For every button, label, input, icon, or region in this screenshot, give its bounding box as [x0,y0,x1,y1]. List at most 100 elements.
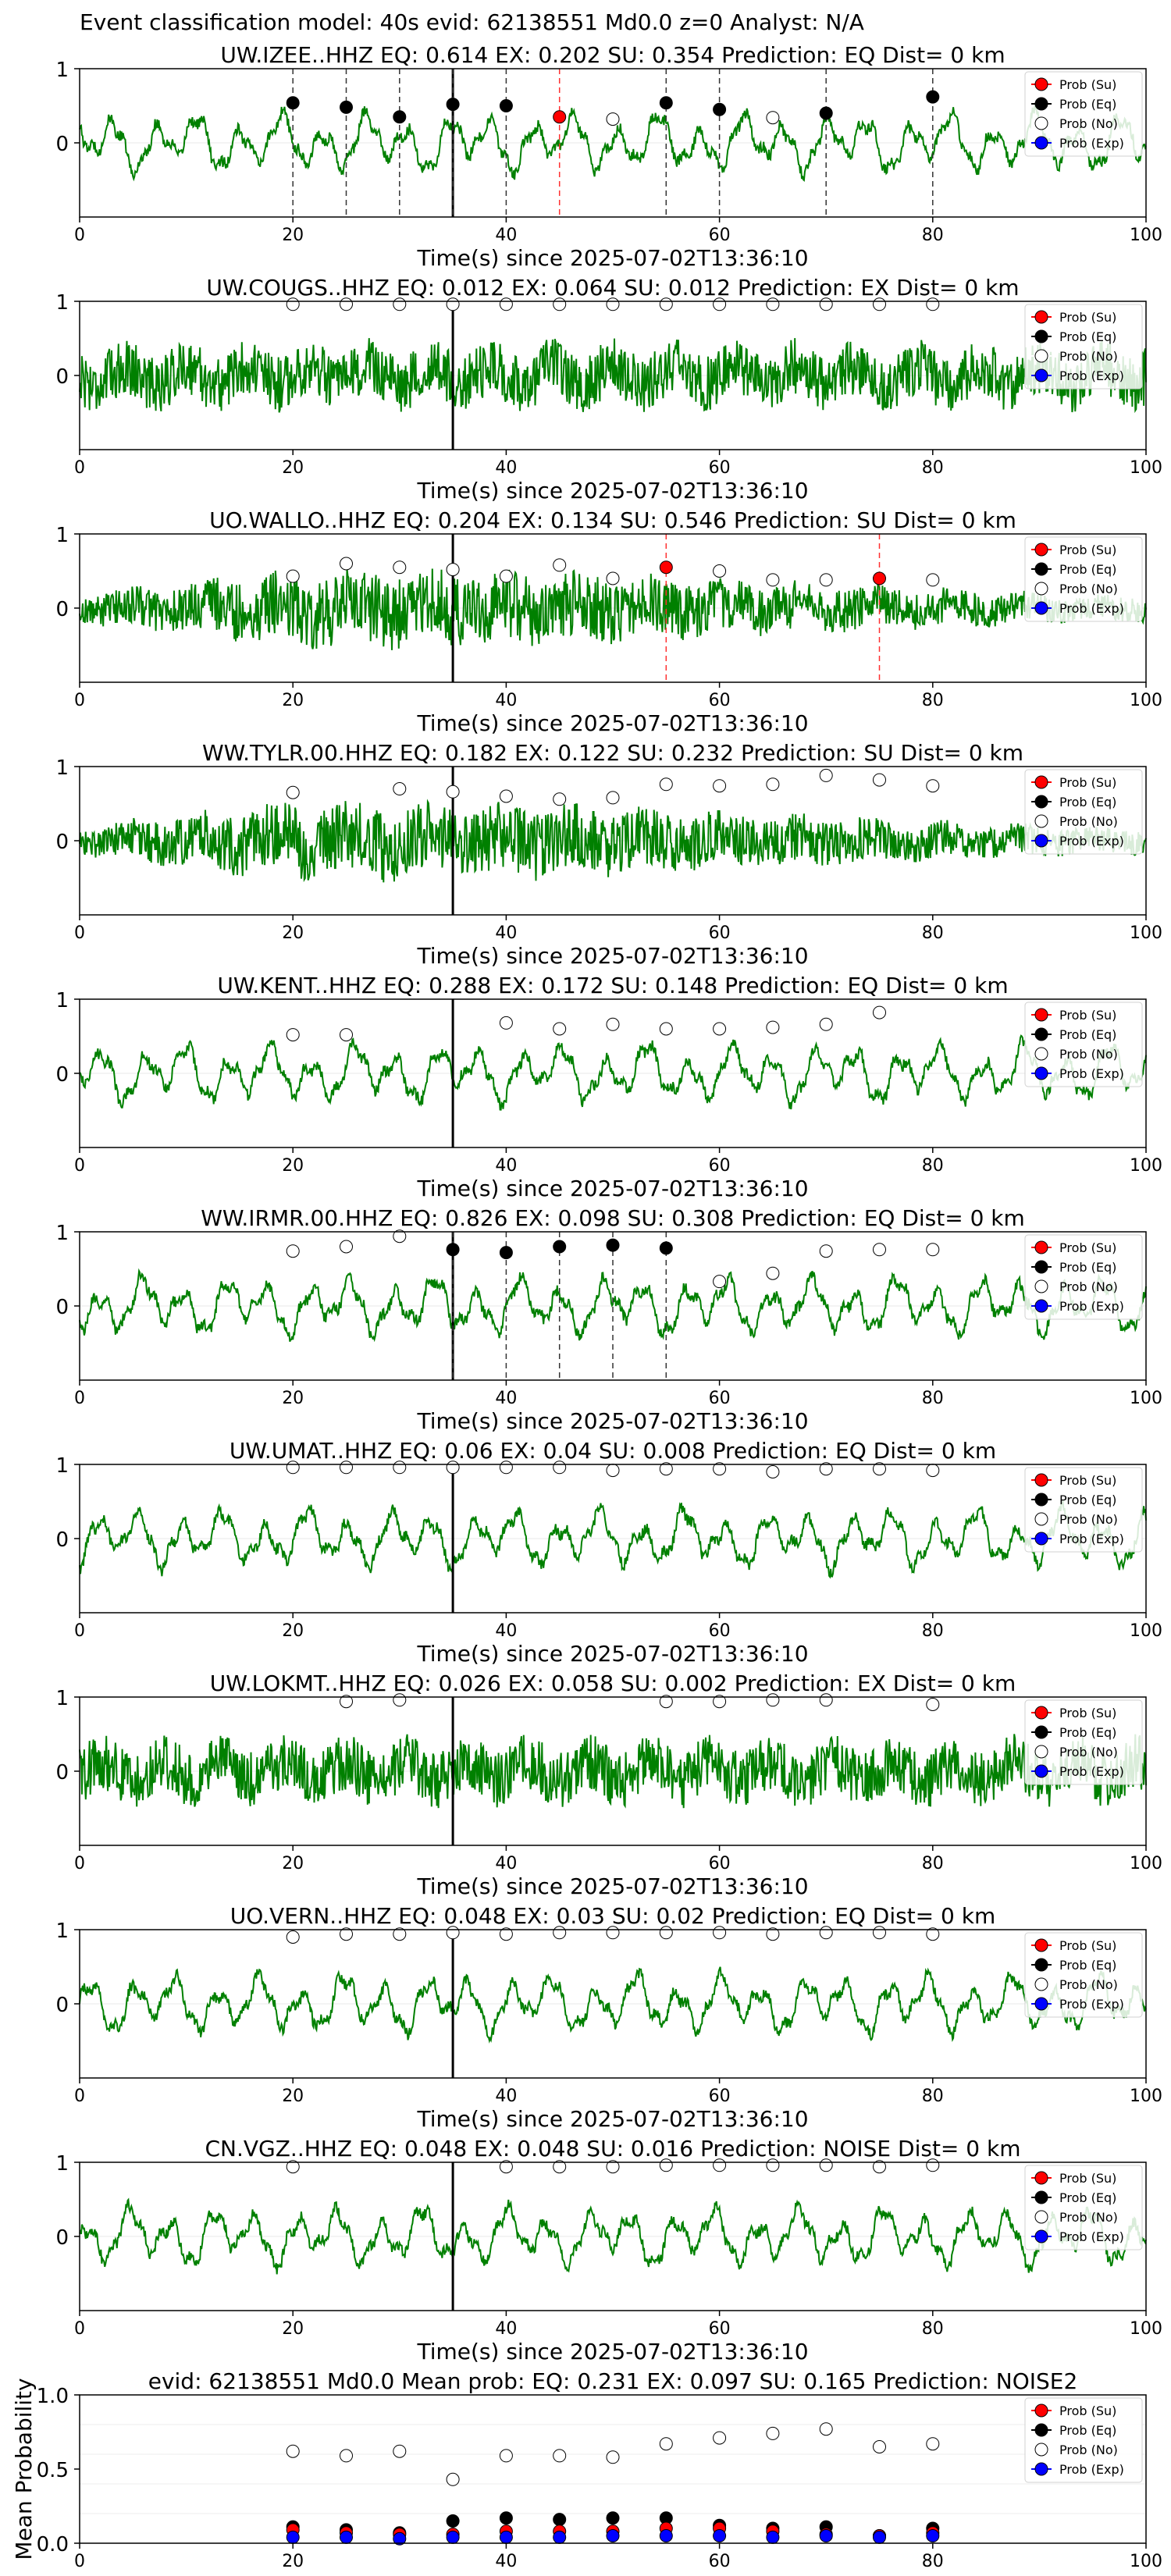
y-tick-label-1: 1 [55,1687,69,1710]
prob-point-30 [393,1927,407,1941]
legend-label-exp: Prob (Exp) [1059,1997,1124,2012]
x-tick-label-80: 80 [922,2552,944,2571]
prob-point-40 [499,99,513,112]
legend-label-eq: Prob (Eq) [1059,1260,1116,1275]
legend-marker-no [1034,1977,1048,1991]
x-tick-label-0: 0 [74,2319,85,2339]
legend-marker-exp [1034,2229,1048,2243]
mean-point-no-45 [553,2449,567,2463]
x-tick-label-60: 60 [709,923,731,943]
legend-label-su: Prob (Su) [1059,543,1116,557]
legend-box [1024,1234,1143,1320]
x-tick-label-20: 20 [282,691,304,710]
y-tick-label-0: 0 [55,598,69,621]
mean-point-exp-30 [393,2532,407,2546]
mean-point-no-80 [926,2437,940,2451]
prob-point-65 [766,1465,780,1478]
x-tick-label-100: 100 [1130,1621,1162,1641]
mean-point-no-20 [286,2444,300,2458]
x-axis-label: Time(s) since 2025-07-02T13:36:10 [416,943,808,969]
legend-marker-su [1034,77,1048,91]
prob-point-50 [606,297,620,311]
x-tick-label-100: 100 [1130,1389,1162,1408]
x-tick-label-80: 80 [922,1389,944,1408]
axes-frame [79,2161,1147,2311]
legend-marker-eq [1034,562,1048,576]
legend-marker-no [1034,1512,1048,1526]
prob-point-55 [659,560,673,575]
y-tick-label-1: 1 [55,756,69,780]
summary-title: evid: 62138551 Md0.0 Mean prob: EQ: 0.23… [148,2368,1078,2394]
summary-y-tick-label: 1.0 [37,2385,69,2408]
legend-label-no: Prob (No) [1059,1047,1118,1062]
prob-point-45 [553,1240,567,1254]
prob-point-60 [713,297,727,311]
prob-point-60 [713,2158,727,2172]
legend-label-su: Prob (Su) [1059,1008,1116,1023]
legend-marker-no [1034,2210,1048,2224]
mean-point-no-50 [606,2450,620,2464]
summary-y-tick-label: 0.5 [37,2459,69,2482]
prob-point-80 [926,2158,940,2172]
legend-marker-su [1034,1706,1048,1720]
prob-point-80 [926,1243,940,1257]
legend-marker-eq [1034,1260,1048,1274]
x-tick-label-20: 20 [282,2319,304,2339]
legend-marker-su [1034,775,1048,789]
x-tick-label-40: 40 [495,2319,517,2339]
x-tick-label-80: 80 [922,226,944,245]
prob-point-45 [553,2160,567,2174]
y-tick-label-1: 1 [55,291,69,315]
prob-point-55 [659,2158,673,2172]
axes-frame [79,1929,1147,2079]
prob-point-35 [446,563,460,577]
x-tick-label-100: 100 [1130,691,1162,710]
mean-point-no-35 [446,2472,460,2486]
prob-point-65 [766,1020,780,1034]
prob-point-65 [766,1266,780,1280]
prob-point-35 [446,1926,460,1940]
y-tick-label-0: 0 [55,2226,69,2250]
legend-label-no: Prob (No) [1059,814,1118,829]
legend-marker-exp [1034,136,1048,150]
x-axis-label: Time(s) since 2025-07-02T13:36:10 [416,245,808,271]
legend-label-eq: Prob (Eq) [1059,1493,1116,1507]
legend-label-no: Prob (No) [1059,1512,1118,1527]
legend-marker-eq [1034,795,1048,809]
x-tick-label-0: 0 [74,1156,85,1176]
prob-point-25 [340,1240,353,1254]
prob-point-45 [553,110,567,124]
legend-marker-eq [1034,2190,1048,2204]
y-tick-label-0: 0 [55,1063,69,1087]
prob-point-40 [499,2160,513,2174]
x-tick-label-80: 80 [922,691,944,710]
legend-marker-no [1034,582,1048,596]
legend-marker-exp [1034,834,1048,848]
x-tick-label-20: 20 [282,1854,304,1873]
legend-label-su: Prob (Su) [1059,1473,1116,1488]
x-tick-label-60: 60 [709,458,731,478]
station-panel-0: UW.IZEE..HHZ EQ: 0.614 EX: 0.202 SU: 0.3… [55,42,1162,271]
station-title: UW.COUGS..HHZ EQ: 0.012 EX: 0.064 SU: 0.… [206,275,1019,301]
legend-marker-no [1034,1047,1048,1061]
legend-marker-no [1034,1279,1048,1293]
legend-marker-su [1034,310,1048,324]
x-tick-label-60: 60 [709,1621,731,1641]
legend-box [1024,536,1143,622]
waveform-trace [79,1268,1147,1343]
y-tick-label-1: 1 [55,1222,69,1245]
legend-label-no: Prob (No) [1059,1279,1118,1294]
legend-marker-eq [1034,329,1048,343]
x-tick-label-0: 0 [74,1389,85,1408]
mean-point-exp-65 [766,2530,780,2544]
axes-frame [79,998,1147,1148]
mean-point-eq-35 [446,2514,460,2528]
legend-box [1024,1467,1143,1553]
legend-label-eq: Prob (Eq) [1059,329,1116,344]
prob-point-70 [819,1693,833,1707]
prob-point-60 [713,1022,727,1036]
station-panel-7: UW.LOKMT..HHZ EQ: 0.026 EX: 0.058 SU: 0.… [55,1670,1162,1899]
x-tick-label-60: 60 [709,2552,731,2571]
mean-point-exp-45 [553,2530,567,2544]
